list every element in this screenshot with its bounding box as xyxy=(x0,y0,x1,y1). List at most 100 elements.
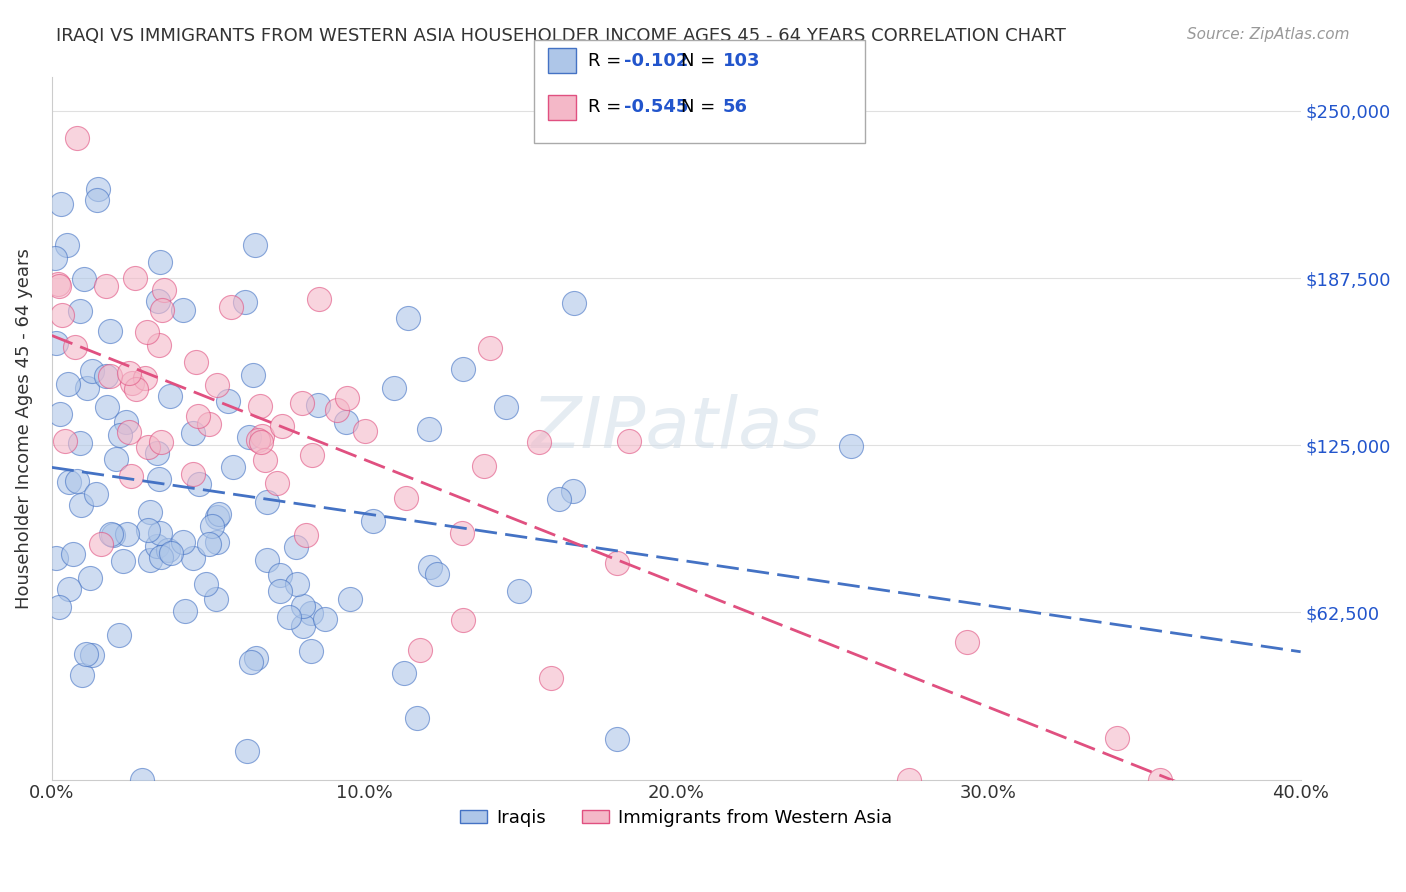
Point xyxy=(301,448,323,462)
Point xyxy=(157,542,180,557)
Point xyxy=(606,731,628,746)
Point xyxy=(254,453,277,467)
Point xyxy=(49,407,72,421)
Point xyxy=(238,430,260,444)
Point xyxy=(125,382,148,396)
Point xyxy=(172,302,194,317)
Point xyxy=(48,279,70,293)
Point xyxy=(897,772,920,787)
Point xyxy=(49,197,72,211)
Point xyxy=(285,540,308,554)
Point xyxy=(153,283,176,297)
Point xyxy=(540,671,562,685)
Point xyxy=(392,665,415,680)
Point xyxy=(76,381,98,395)
Point xyxy=(136,523,159,537)
Point xyxy=(58,475,80,489)
Point xyxy=(148,254,170,268)
Point xyxy=(72,668,94,682)
Text: IRAQI VS IMMIGRANTS FROM WESTERN ASIA HOUSEHOLDER INCOME AGES 45 - 64 YEARS CORR: IRAQI VS IMMIGRANTS FROM WESTERN ASIA HO… xyxy=(56,27,1066,45)
Point xyxy=(291,396,314,410)
Point xyxy=(291,599,314,614)
Point xyxy=(117,527,139,541)
Point xyxy=(80,364,103,378)
Point xyxy=(148,293,170,308)
Point xyxy=(250,429,273,443)
Point xyxy=(562,296,585,310)
Point xyxy=(271,419,294,434)
Point xyxy=(606,556,628,570)
Point xyxy=(233,295,256,310)
Text: ZIPatlas: ZIPatlas xyxy=(531,394,821,463)
Point xyxy=(419,559,441,574)
Point xyxy=(63,340,86,354)
Point xyxy=(472,459,495,474)
Point xyxy=(335,415,357,429)
Text: 103: 103 xyxy=(723,52,761,70)
Point xyxy=(46,277,69,292)
Point xyxy=(131,772,153,787)
Point xyxy=(242,368,264,383)
Point xyxy=(266,476,288,491)
Point xyxy=(326,402,349,417)
Point xyxy=(112,554,135,568)
Point xyxy=(426,567,449,582)
Point xyxy=(194,577,217,591)
Point xyxy=(495,400,517,414)
Point xyxy=(339,591,361,606)
Point xyxy=(150,303,173,318)
Point xyxy=(96,400,118,414)
Point xyxy=(148,472,170,486)
Point xyxy=(361,514,384,528)
Point xyxy=(66,474,89,488)
Point xyxy=(478,341,501,355)
Point xyxy=(58,582,80,596)
Point xyxy=(94,279,117,293)
Point xyxy=(314,612,336,626)
Point xyxy=(354,424,377,438)
Point xyxy=(243,237,266,252)
Point xyxy=(450,525,472,540)
Point xyxy=(114,415,136,429)
Point xyxy=(100,527,122,541)
Point xyxy=(451,613,474,627)
Point xyxy=(219,301,242,315)
Point xyxy=(149,526,172,541)
Text: Source: ZipAtlas.com: Source: ZipAtlas.com xyxy=(1187,27,1350,42)
Point xyxy=(80,648,103,663)
Point xyxy=(245,650,267,665)
Point xyxy=(287,577,309,591)
Point xyxy=(278,610,301,624)
Point xyxy=(136,440,159,454)
Point xyxy=(69,304,91,318)
Point xyxy=(139,505,162,519)
Point xyxy=(839,439,862,453)
Point xyxy=(149,435,172,450)
Point xyxy=(548,491,571,506)
Point xyxy=(150,550,173,565)
Point xyxy=(205,591,228,606)
Point xyxy=(96,369,118,384)
Point xyxy=(184,355,207,369)
Point xyxy=(617,434,640,448)
Point xyxy=(108,428,131,442)
Point xyxy=(146,539,169,553)
Point xyxy=(207,507,229,521)
Point xyxy=(121,376,143,391)
Point xyxy=(256,495,278,509)
Point xyxy=(173,604,195,618)
Point xyxy=(247,434,270,448)
Point xyxy=(562,483,585,498)
Point xyxy=(308,293,330,307)
Point xyxy=(103,527,125,541)
Point xyxy=(66,130,89,145)
Point xyxy=(56,376,79,391)
Point xyxy=(117,425,139,439)
Point xyxy=(87,182,110,196)
Point xyxy=(299,607,322,621)
Point xyxy=(395,491,418,505)
Point xyxy=(956,635,979,649)
Point xyxy=(121,469,143,483)
Point xyxy=(181,467,204,481)
Point xyxy=(69,436,91,450)
